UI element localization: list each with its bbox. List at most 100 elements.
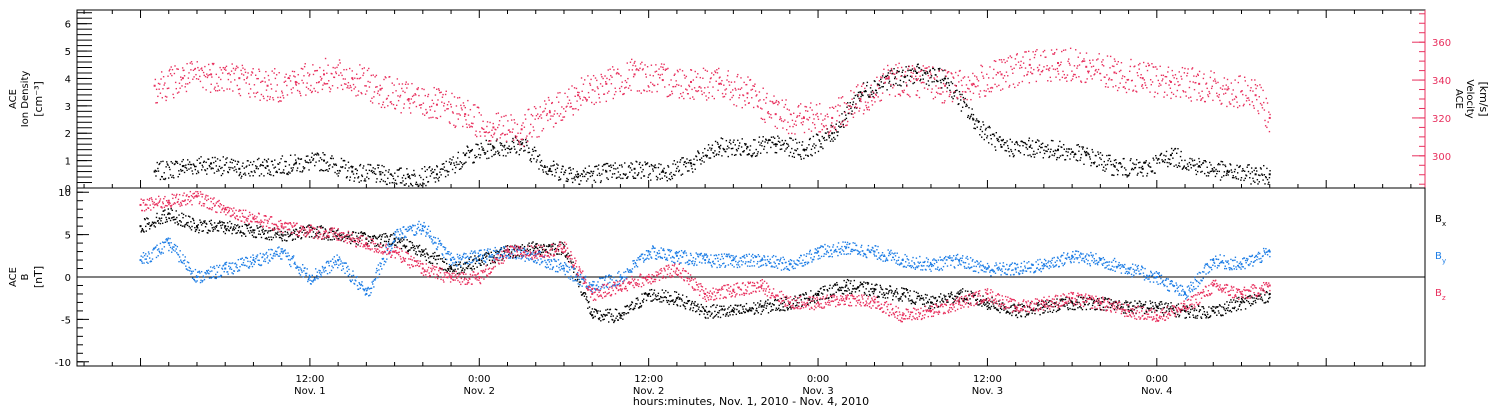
velocity-dot (678, 97, 681, 99)
velocity-dot (913, 67, 916, 69)
density-dot (576, 170, 578, 173)
density-dot (701, 160, 703, 162)
velocity-dot (257, 77, 259, 80)
velocity-dot (407, 83, 409, 85)
bx-dot (688, 299, 691, 302)
density-dot (337, 175, 339, 177)
density-dot (996, 139, 999, 142)
density-dot (1030, 155, 1032, 158)
density-dot (220, 174, 223, 177)
density-dot (846, 102, 849, 104)
velocity-dot (914, 75, 917, 78)
velocity-dot (1118, 70, 1121, 73)
bx-dot (590, 311, 592, 313)
velocity-dot (558, 115, 561, 117)
velocity-dot (790, 113, 792, 116)
velocity-dot (206, 76, 209, 79)
velocity-dot (1216, 92, 1218, 94)
bx-dot (148, 228, 151, 230)
bx-dot (435, 258, 437, 261)
density-dot (1250, 167, 1253, 169)
bx-dot (436, 262, 438, 265)
bx-dot (298, 231, 301, 233)
velocity-dot (258, 68, 260, 70)
density-dot (1178, 162, 1180, 164)
velocity-dot (1140, 73, 1142, 76)
density-dot (901, 71, 904, 74)
bx-dot (617, 319, 620, 321)
density-dot (868, 96, 870, 98)
density-dot (923, 69, 925, 72)
bx-dot (854, 291, 857, 293)
velocity-dot (683, 97, 685, 100)
velocity-dot (1001, 61, 1003, 63)
velocity-dot (702, 67, 705, 70)
density-dot (251, 171, 253, 173)
density-dot (850, 107, 852, 110)
bx-dot (664, 296, 666, 298)
bx-dot (208, 220, 211, 223)
bx-dot (563, 245, 566, 247)
density-dot (219, 159, 221, 162)
velocity-dot (664, 86, 666, 88)
velocity-dot (463, 115, 466, 117)
density-dot (646, 163, 648, 165)
velocity-dot (773, 95, 775, 97)
bx-dot (625, 312, 627, 315)
velocity-dot (261, 80, 264, 83)
velocity-dot (523, 145, 525, 147)
density-dot (874, 80, 876, 83)
velocity-dot (1247, 97, 1250, 99)
velocity-dot (739, 88, 742, 91)
bx-dot (476, 266, 478, 268)
velocity-dot (248, 92, 250, 95)
velocity-dot (397, 95, 399, 97)
density-dot (1045, 150, 1047, 152)
bx-dot (540, 251, 543, 254)
density-dot (727, 155, 729, 158)
bx-dot (236, 232, 238, 234)
velocity-dot (521, 138, 524, 140)
velocity-dot (396, 104, 398, 106)
velocity-dot (954, 71, 957, 74)
bx-dot (480, 264, 482, 266)
density-dot (1235, 176, 1237, 178)
bx-dot (250, 229, 252, 232)
velocity-dot (220, 78, 222, 81)
velocity-dot (432, 102, 435, 105)
bx-dot (447, 267, 449, 270)
density-dot (667, 164, 669, 167)
density-dot (365, 169, 367, 171)
velocity-dot (668, 84, 670, 86)
bx-dot (429, 261, 431, 263)
velocity-dot (845, 124, 847, 127)
bx-dot (528, 242, 530, 244)
velocity-dot (441, 101, 443, 103)
velocity-dot (246, 76, 249, 78)
velocity-dot (1153, 96, 1156, 98)
density-dot (277, 163, 280, 165)
velocity-dot (168, 70, 171, 72)
velocity-dot (867, 106, 870, 108)
velocity-dot (1080, 81, 1083, 83)
density-dot (1196, 170, 1199, 173)
density-dot (906, 84, 908, 86)
velocity-dot (1070, 79, 1072, 82)
bx-point (1184, 309, 1187, 312)
bx-dot (838, 286, 841, 289)
density-dot (1268, 176, 1271, 179)
density-dot (314, 164, 316, 167)
velocity-dot (411, 82, 413, 85)
velocity-dot (987, 77, 990, 79)
velocity-dot (359, 77, 362, 79)
velocity-dot (879, 100, 881, 102)
density-dot (1169, 158, 1171, 161)
density-dot (1101, 154, 1104, 156)
velocity-dot (343, 69, 345, 71)
density-dot (1179, 155, 1182, 158)
density-dot (880, 78, 882, 80)
velocity-dot (1158, 85, 1160, 87)
bx-dot (290, 231, 293, 233)
bx-dot (210, 219, 212, 222)
bx-dot (159, 218, 161, 220)
